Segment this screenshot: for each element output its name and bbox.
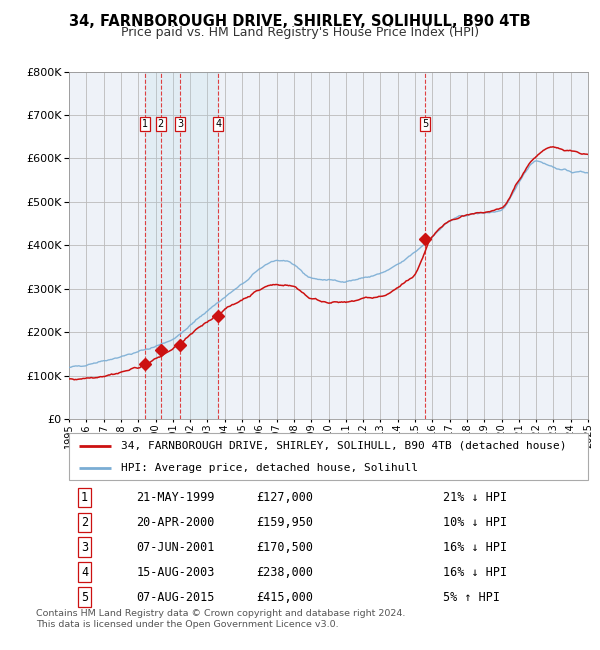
Text: 21-MAY-1999: 21-MAY-1999: [136, 491, 215, 504]
Text: £415,000: £415,000: [256, 591, 313, 604]
Bar: [145, 72, 218, 419]
Text: HPI: Average price, detached house, Solihull: HPI: Average price, detached house, Soli…: [121, 463, 418, 473]
Text: 2: 2: [158, 119, 164, 129]
Text: Price paid vs. HM Land Registry's House Price Index (HPI): Price paid vs. HM Land Registry's House …: [121, 26, 479, 39]
Text: 34, FARNBOROUGH DRIVE, SHIRLEY, SOLIHULL, B90 4TB: 34, FARNBOROUGH DRIVE, SHIRLEY, SOLIHULL…: [69, 14, 531, 29]
Text: 07-JUN-2001: 07-JUN-2001: [136, 541, 215, 554]
Text: 4: 4: [215, 119, 221, 129]
Text: 16% ↓ HPI: 16% ↓ HPI: [443, 541, 507, 554]
Text: 1: 1: [142, 119, 148, 129]
Text: 15-AUG-2003: 15-AUG-2003: [136, 566, 215, 578]
Text: £127,000: £127,000: [256, 491, 313, 504]
Text: 4: 4: [81, 566, 88, 578]
Text: £159,950: £159,950: [256, 516, 313, 529]
Text: 20-APR-2000: 20-APR-2000: [136, 516, 215, 529]
Text: 34, FARNBOROUGH DRIVE, SHIRLEY, SOLIHULL, B90 4TB (detached house): 34, FARNBOROUGH DRIVE, SHIRLEY, SOLIHULL…: [121, 441, 566, 450]
Text: 3: 3: [177, 119, 184, 129]
Text: £238,000: £238,000: [256, 566, 313, 578]
Text: 3: 3: [81, 541, 88, 554]
Text: 5: 5: [81, 591, 88, 604]
Text: 10% ↓ HPI: 10% ↓ HPI: [443, 516, 507, 529]
Text: 21% ↓ HPI: 21% ↓ HPI: [443, 491, 507, 504]
Text: 2: 2: [81, 516, 88, 529]
Text: 1: 1: [81, 491, 88, 504]
Text: This data is licensed under the Open Government Licence v3.0.: This data is licensed under the Open Gov…: [36, 620, 338, 629]
Text: 07-AUG-2015: 07-AUG-2015: [136, 591, 215, 604]
Text: 5: 5: [422, 119, 428, 129]
Text: 5% ↑ HPI: 5% ↑ HPI: [443, 591, 500, 604]
Text: 16% ↓ HPI: 16% ↓ HPI: [443, 566, 507, 578]
Text: Contains HM Land Registry data © Crown copyright and database right 2024.: Contains HM Land Registry data © Crown c…: [36, 608, 406, 618]
Text: £170,500: £170,500: [256, 541, 313, 554]
